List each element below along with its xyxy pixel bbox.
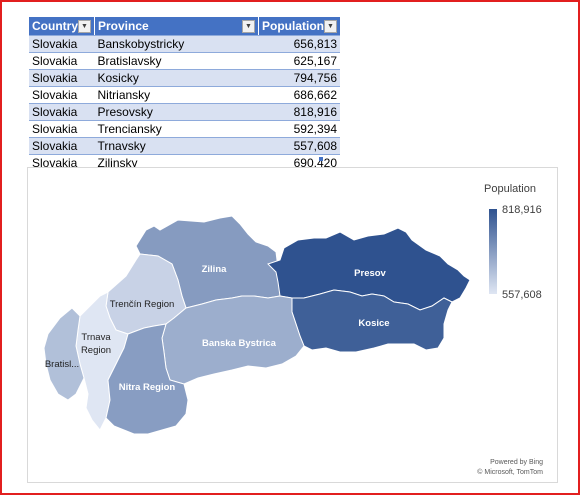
cell-population[interactable]: 557,608 (258, 137, 340, 155)
legend-max-value: 818,916 (502, 204, 542, 216)
table-row[interactable]: Slovakia Trnavsky 557,608 (29, 137, 340, 155)
header-population-label: Population (262, 19, 324, 33)
region-kosice[interactable] (291, 289, 453, 353)
header-province-label: Province (98, 19, 149, 33)
region-label-trencin: Trenčín Region (110, 299, 175, 310)
cell-province[interactable]: Bratislavsky (94, 52, 259, 70)
region-bratislava[interactable] (43, 307, 85, 401)
legend-min-value: 557,608 (502, 289, 542, 301)
cell-country[interactable]: Slovakia (29, 120, 95, 138)
region-label-bratislava: Bratisl... (45, 359, 79, 370)
table-row[interactable]: Slovakia Trenciansky 592,394 (29, 120, 340, 138)
legend-title: Population (484, 183, 536, 195)
cell-province[interactable]: Trenciansky (94, 120, 259, 138)
cell-population[interactable]: 686,662 (258, 86, 340, 104)
header-country[interactable]: Country ▼ (29, 17, 95, 36)
cell-population[interactable]: 794,756 (258, 69, 340, 87)
cell-population[interactable]: 656,813 (258, 35, 340, 53)
filled-map-chart[interactable]: Zilina Presov Kosice Trenčín Region Bans… (27, 167, 558, 483)
filter-dropdown-icon[interactable]: ▼ (324, 19, 337, 33)
region-label-zilina: Zilina (202, 264, 228, 275)
cell-country[interactable]: Slovakia (29, 103, 95, 121)
table-row[interactable]: Slovakia Nitriansky 686,662 (29, 86, 340, 104)
cell-country[interactable]: Slovakia (29, 86, 95, 104)
region-label-kosice: Kosice (358, 318, 389, 329)
cell-province[interactable]: Kosicky (94, 69, 259, 87)
cell-population[interactable]: 592,394 (258, 120, 340, 138)
cell-population[interactable]: 625,167 (258, 52, 340, 70)
table-row[interactable]: Slovakia Bratislavsky 625,167 (29, 52, 340, 70)
table-resize-handle[interactable] (319, 157, 323, 161)
legend-color-scale (489, 209, 497, 294)
cell-province[interactable]: Nitriansky (94, 86, 259, 104)
filter-dropdown-icon[interactable]: ▼ (242, 19, 255, 33)
attribution-powered-by: Powered by Bing (490, 459, 543, 466)
region-label-trnava-line1: Trnava (81, 332, 111, 343)
header-country-label: Country (32, 19, 78, 33)
cell-population[interactable]: 818,916 (258, 103, 340, 121)
table-header-row: Country ▼ Province ▼ Population ▼ (29, 17, 340, 36)
cell-country[interactable]: Slovakia (29, 137, 95, 155)
region-nitra[interactable] (105, 323, 189, 435)
region-label-nitra: Nitra Region (119, 382, 176, 393)
filter-dropdown-icon[interactable]: ▼ (78, 19, 91, 33)
cell-country[interactable]: Slovakia (29, 35, 95, 53)
cell-province[interactable]: Trnavsky (94, 137, 259, 155)
region-label-presov: Presov (354, 268, 386, 279)
header-province[interactable]: Province ▼ (94, 17, 259, 36)
table-row[interactable]: Slovakia Banskobystricky 656,813 (29, 35, 340, 53)
region-label-banska: Banska Bystrica (202, 338, 277, 349)
attribution-copyright: © Microsoft, TomTom (477, 469, 543, 476)
region-label-trnava-line2: Region (81, 345, 111, 356)
cell-province[interactable]: Presovsky (94, 103, 259, 121)
map-canvas: Zilina Presov Kosice Trenčín Region Bans… (43, 215, 471, 435)
table-row[interactable]: Slovakia Kosicky 794,756 (29, 69, 340, 87)
cell-country[interactable]: Slovakia (29, 52, 95, 70)
map-attribution: Powered by Bing © Microsoft, TomTom (477, 458, 543, 478)
table-row[interactable]: Slovakia Presovsky 818,916 (29, 103, 340, 121)
population-table: Country ▼ Province ▼ Population ▼ Slovakia … (29, 17, 340, 172)
header-population[interactable]: Population ▼ (258, 17, 340, 36)
cell-country[interactable]: Slovakia (29, 69, 95, 87)
cell-province[interactable]: Banskobystricky (94, 35, 259, 53)
